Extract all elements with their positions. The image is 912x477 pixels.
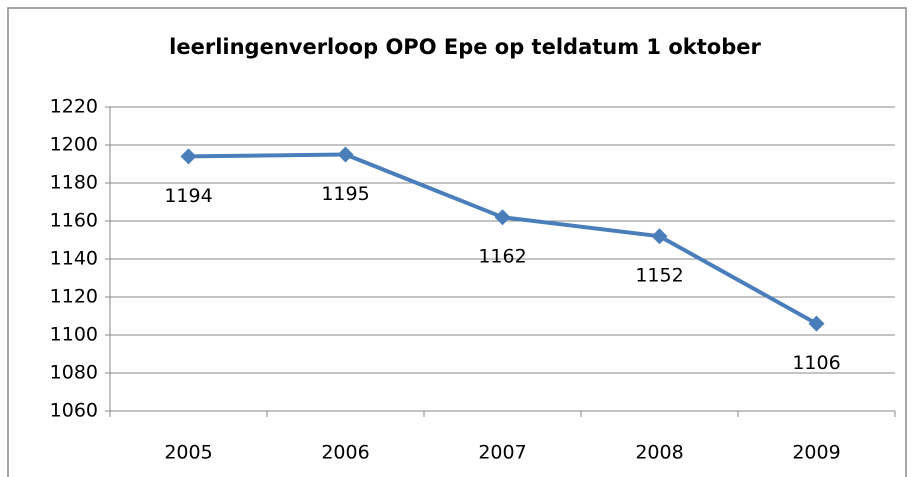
x-tick-label: 2009 xyxy=(792,442,840,464)
y-tick-label: 1100 xyxy=(50,324,98,346)
y-tick-label: 1080 xyxy=(50,362,98,384)
y-tick-label: 1060 xyxy=(50,400,98,422)
data-label: 1162 xyxy=(478,246,526,268)
data-label: 1194 xyxy=(164,185,212,207)
data-label: 1106 xyxy=(792,352,840,374)
y-tick-label: 1200 xyxy=(50,134,98,156)
marker xyxy=(337,146,354,163)
marker xyxy=(651,228,668,245)
x-tick-label: 2005 xyxy=(164,442,212,464)
y-tick-label: 1140 xyxy=(50,248,98,270)
chart-title: leerlingenverloop OPO Epe op teldatum 1 … xyxy=(169,35,761,59)
x-tick-label: 2006 xyxy=(321,442,369,464)
chart-frame xyxy=(7,7,907,477)
y-tick-label: 1180 xyxy=(50,172,98,194)
x-tick-label: 2007 xyxy=(478,442,526,464)
marker xyxy=(808,315,825,332)
x-tick-label: 2008 xyxy=(635,442,683,464)
marker xyxy=(494,209,511,226)
data-label: 1195 xyxy=(321,183,369,205)
y-tick-label: 1120 xyxy=(50,286,98,308)
y-tick-label: 1160 xyxy=(50,210,98,232)
marker xyxy=(180,148,197,165)
y-tick-label: 1220 xyxy=(50,96,98,118)
data-label: 1152 xyxy=(635,265,683,287)
